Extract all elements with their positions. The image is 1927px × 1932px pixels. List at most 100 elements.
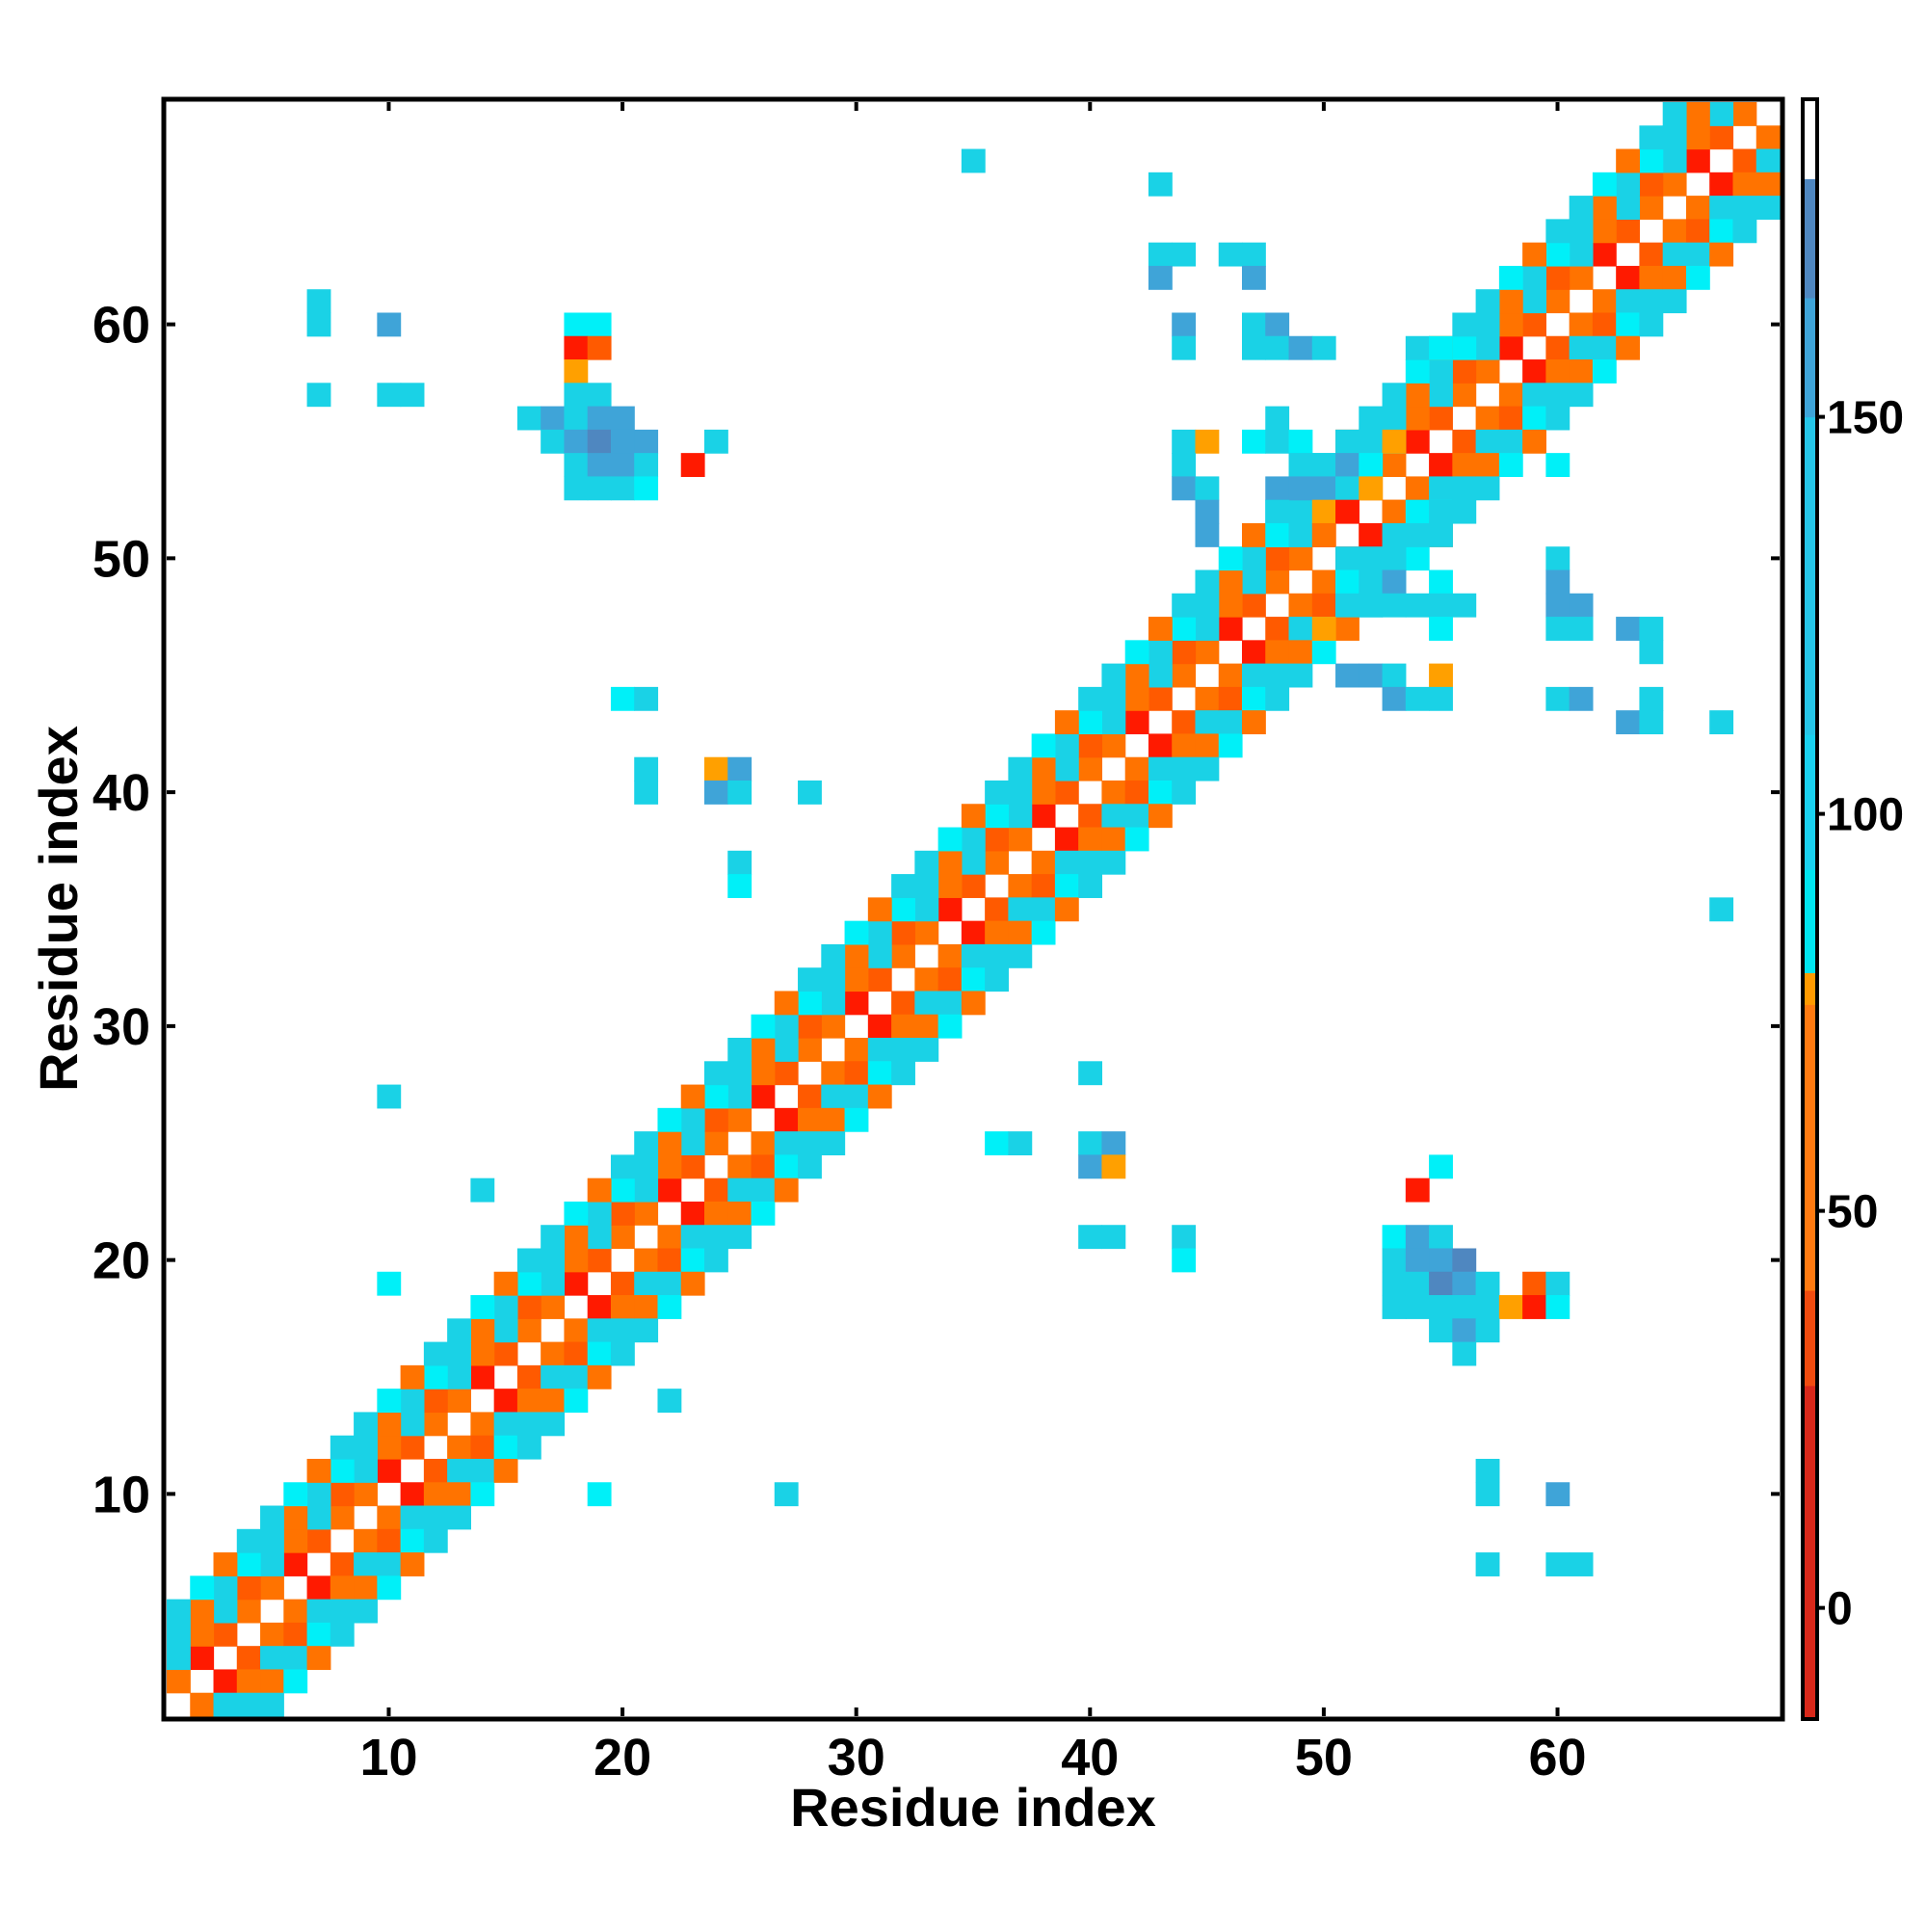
heatmap-cell <box>1616 196 1641 220</box>
heatmap-cell <box>1242 265 1266 290</box>
heatmap-cell <box>1101 827 1126 852</box>
heatmap-cell <box>727 1201 752 1226</box>
heatmap-cell <box>1218 686 1243 711</box>
heatmap-cell <box>1172 733 1197 758</box>
heatmap-cell <box>1359 429 1384 454</box>
heatmap-cell <box>1405 476 1430 501</box>
heatmap-cell <box>1522 383 1546 408</box>
heatmap-cell <box>1685 102 1710 126</box>
heatmap-cell <box>610 1225 635 1250</box>
heatmap-cell <box>1242 312 1266 337</box>
heatmap-cell <box>751 1038 776 1062</box>
heatmap-cell <box>727 850 752 875</box>
heatmap-cell <box>587 1482 612 1507</box>
heatmap-cell <box>1569 265 1594 290</box>
heatmap-cell <box>1545 1482 1571 1507</box>
x-tick-label: 10 <box>359 1729 417 1786</box>
heatmap-cell <box>1335 663 1359 688</box>
heatmap-cell <box>1148 172 1173 197</box>
heatmap-cell <box>283 1505 308 1530</box>
heatmap-cell <box>330 1505 355 1530</box>
heatmap-cell <box>634 453 659 478</box>
heatmap-cell <box>516 1318 541 1343</box>
heatmap-cell <box>1382 663 1407 688</box>
heatmap-cell <box>587 1295 612 1319</box>
heatmap-cell <box>1265 617 1290 641</box>
heatmap-cell <box>1452 359 1477 384</box>
heatmap-cell <box>1592 242 1617 267</box>
heatmap-cell <box>1218 663 1243 688</box>
heatmap-cell <box>1405 406 1430 431</box>
heatmap-cell <box>1172 617 1197 641</box>
heatmap-cell <box>493 1389 518 1414</box>
heatmap-cell <box>1101 733 1126 758</box>
heatmap-cell <box>541 1341 566 1366</box>
heatmap-cell <box>1195 686 1220 711</box>
heatmap-cell <box>1218 569 1243 595</box>
y-tick-label: 30 <box>92 998 150 1056</box>
heatmap-cell <box>260 1505 284 1530</box>
heatmap-cell <box>727 1084 752 1109</box>
heatmap-cell <box>1311 499 1336 524</box>
heatmap-cell <box>1662 265 1687 290</box>
heatmap-cell <box>1592 196 1617 220</box>
heatmap-cell <box>1498 429 1523 454</box>
heatmap-cell <box>447 1318 471 1343</box>
heatmap-cell <box>1195 569 1220 595</box>
heatmap-cell <box>1148 617 1173 641</box>
heatmap-cell <box>634 1271 659 1296</box>
heatmap-cell <box>704 1084 728 1109</box>
heatmap-cell <box>1545 569 1571 595</box>
heatmap-cell <box>891 991 915 1016</box>
heatmap-cell <box>1545 1552 1571 1576</box>
heatmap-cell <box>1382 383 1407 408</box>
heatmap-cell <box>1709 242 1734 267</box>
heatmap-cell <box>1545 406 1571 431</box>
heatmap-cell <box>844 920 869 945</box>
heatmap-cell <box>751 1014 776 1039</box>
heatmap-cell <box>1429 522 1453 547</box>
heatmap-cell <box>1475 1552 1500 1576</box>
heatmap-cell <box>1265 640 1290 665</box>
heatmap-cell <box>1545 289 1571 314</box>
heatmap-cell <box>1498 453 1523 478</box>
heatmap-cell <box>798 1038 822 1062</box>
heatmap-cell <box>470 1318 495 1343</box>
heatmap-cell <box>516 1412 541 1437</box>
heatmap-cell <box>844 1084 869 1109</box>
heatmap-cell <box>914 967 939 992</box>
heatmap-cell <box>1405 383 1430 408</box>
heatmap-cell <box>1639 148 1664 173</box>
heatmap-cell <box>1288 476 1313 501</box>
heatmap-cell <box>1008 780 1033 805</box>
heatmap-cell <box>1218 546 1243 571</box>
heatmap-cell <box>891 874 915 898</box>
heatmap-cell <box>1405 1271 1430 1296</box>
heatmap-cell <box>1709 196 1734 220</box>
heatmap-cell <box>1662 242 1687 267</box>
heatmap-cell <box>1054 756 1079 781</box>
heatmap-cell <box>914 874 939 898</box>
heatmap-cell <box>470 1412 495 1437</box>
heatmap-cell <box>1498 312 1523 337</box>
heatmap-cell <box>1475 1482 1500 1507</box>
heatmap-cell <box>493 1412 518 1437</box>
heatmap-cell <box>564 1271 589 1296</box>
heatmap-cell <box>1616 312 1641 337</box>
heatmap-cell <box>1452 593 1477 618</box>
heatmap-cell <box>1475 312 1500 337</box>
heatmap-cell <box>1288 429 1313 454</box>
heatmap-cell <box>1008 827 1033 852</box>
heatmap-cell <box>400 383 425 408</box>
heatmap-cell <box>844 991 869 1016</box>
colorbar-band <box>1803 298 1817 418</box>
heatmap-cell <box>1101 1154 1126 1179</box>
heatmap-cell <box>1592 289 1617 314</box>
colorbar-band <box>1803 972 1817 1005</box>
heatmap-cell <box>1101 1131 1126 1155</box>
heatmap-cell <box>1382 569 1407 595</box>
heatmap-cell <box>1429 1248 1453 1273</box>
heatmap-cell <box>1195 640 1220 665</box>
heatmap-cell <box>1172 593 1197 618</box>
heatmap-cell <box>1031 897 1056 922</box>
